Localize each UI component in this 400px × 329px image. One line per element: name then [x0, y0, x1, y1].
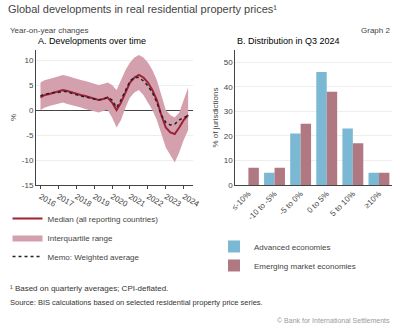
- svg-text:2019: 2019: [91, 192, 111, 209]
- svg-text:2017: 2017: [55, 192, 75, 209]
- svg-text:B. Distribution in Q3 2024: B. Distribution in Q3 2024: [237, 36, 340, 46]
- svg-text:10: 10: [224, 156, 233, 165]
- svg-text:2023: 2023: [163, 192, 183, 209]
- svg-text:40: 40: [224, 83, 233, 92]
- svg-text:Median (all reporting countrie: Median (all reporting countries): [48, 215, 159, 224]
- svg-text:30: 30: [224, 107, 233, 116]
- svg-text:Advanced economies: Advanced economies: [254, 243, 331, 252]
- svg-text:Graph 2: Graph 2: [361, 26, 390, 35]
- svg-text:2016: 2016: [37, 192, 57, 209]
- svg-text:Global developments in real re: Global developments in real residential …: [8, 3, 277, 15]
- svg-text:2022: 2022: [145, 192, 165, 209]
- svg-text:-5 to 0%: -5 to 0%: [277, 189, 304, 216]
- svg-text:-5: -5: [26, 131, 34, 140]
- svg-text:2020: 2020: [109, 192, 129, 209]
- svg-text:-10: -10: [22, 156, 34, 165]
- svg-text:0 to 5%: 0 to 5%: [305, 189, 331, 215]
- svg-text:50: 50: [224, 58, 233, 67]
- svg-text:A. Developments over time: A. Developments over time: [38, 36, 146, 46]
- svg-text:Source: BIS calculations based: Source: BIS calculations based on select…: [10, 298, 263, 307]
- svg-text:2021: 2021: [127, 192, 147, 209]
- svg-text:10: 10: [24, 56, 33, 65]
- svg-text:2024: 2024: [181, 192, 201, 209]
- svg-text:¹ Based on quarterly averages;: ¹ Based on quarterly averages; CPI-defla…: [10, 284, 168, 293]
- svg-text:Year-on-year changes: Year-on-year changes: [10, 26, 88, 35]
- svg-text:% of jurisdictions: % of jurisdictions: [211, 87, 220, 147]
- svg-text:≥10%: ≥10%: [362, 189, 383, 210]
- svg-text:-15: -15: [22, 181, 34, 190]
- svg-text:0: 0: [29, 106, 34, 115]
- svg-text:-10 to -5%: -10 to -5%: [246, 189, 278, 221]
- svg-text:≤-10%: ≤-10%: [230, 189, 253, 212]
- svg-text:20: 20: [224, 132, 233, 141]
- svg-text:2018: 2018: [73, 192, 93, 209]
- svg-text:0: 0: [228, 181, 233, 190]
- svg-text:© Bank for International Settl: © Bank for International Settlements: [277, 317, 390, 324]
- svg-text:%: %: [9, 114, 18, 121]
- svg-text:Memo: Weighted average: Memo: Weighted average: [48, 253, 140, 262]
- svg-text:5 to 10%: 5 to 10%: [328, 189, 357, 218]
- svg-text:Emerging market economies: Emerging market economies: [254, 262, 356, 271]
- svg-text:Interquartile range: Interquartile range: [48, 234, 113, 243]
- svg-text:5: 5: [29, 81, 34, 90]
